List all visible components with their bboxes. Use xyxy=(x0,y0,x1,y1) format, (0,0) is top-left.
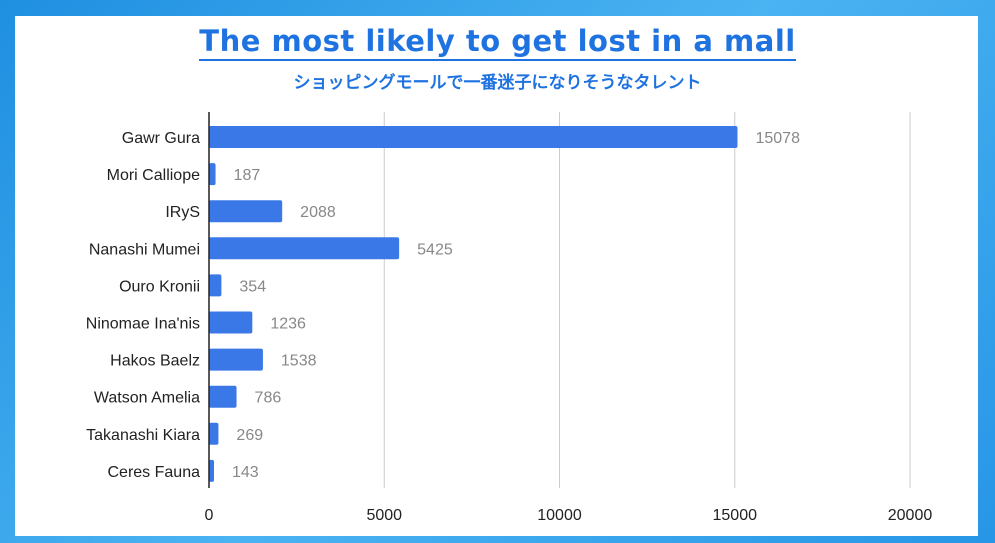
category-label: Ninomae Ina'nis xyxy=(86,316,200,333)
category-label: Nanashi Mumei xyxy=(89,241,200,258)
data-label: 354 xyxy=(239,278,266,295)
category-label: Gawr Gura xyxy=(122,130,200,147)
category-label: IRyS xyxy=(165,204,200,221)
data-label: 269 xyxy=(236,427,263,444)
bar xyxy=(209,385,237,408)
bar xyxy=(209,126,738,148)
chart-title-text: The most likely to get lost in a mall xyxy=(199,24,796,61)
category-label: Hakos Baelz xyxy=(110,353,200,370)
bar xyxy=(209,348,263,371)
bar xyxy=(209,200,283,223)
data-label: 786 xyxy=(255,390,282,407)
bar xyxy=(209,422,219,445)
bar xyxy=(209,311,253,334)
chart-subtitle: ショッピングモールで一番迷子になりそうなタレント xyxy=(293,73,702,93)
category-label: Takanashi Kiara xyxy=(86,427,200,444)
chart-panel xyxy=(15,16,978,536)
data-label: 1236 xyxy=(270,316,306,333)
data-label: 2088 xyxy=(300,204,336,221)
bar xyxy=(209,163,216,186)
bar xyxy=(209,274,222,297)
bar xyxy=(209,237,400,260)
chart-title: The most likely to get lost in a mall xyxy=(0,24,995,61)
category-label: Mori Calliope xyxy=(107,167,200,184)
category-label: Watson Amelia xyxy=(94,390,200,407)
category-label: Ceres Fauna xyxy=(108,464,201,481)
x-tick-label: 15000 xyxy=(713,507,758,524)
data-label: 187 xyxy=(234,167,261,184)
data-label: 143 xyxy=(232,464,259,481)
x-tick-label: 20000 xyxy=(888,507,933,524)
data-label: 1538 xyxy=(281,353,317,370)
bar xyxy=(209,459,215,482)
data-label: 5425 xyxy=(417,241,453,258)
x-tick-label: 0 xyxy=(205,507,214,524)
category-label: Ouro Kronii xyxy=(119,278,200,295)
data-label: 15078 xyxy=(755,130,800,147)
x-tick-label: 5000 xyxy=(366,507,402,524)
x-tick-label: 10000 xyxy=(537,507,582,524)
